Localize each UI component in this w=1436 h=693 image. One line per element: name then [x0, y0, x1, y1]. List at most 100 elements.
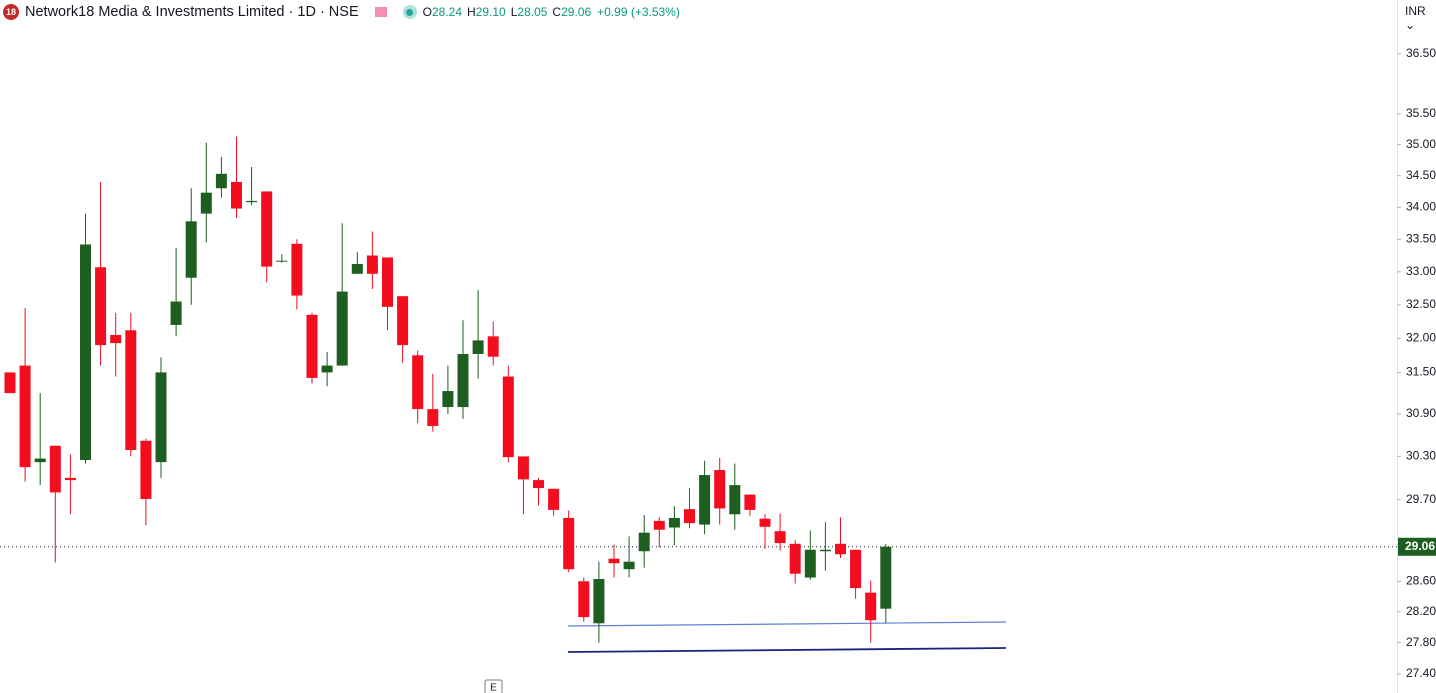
trend-line[interactable] — [567, 621, 1007, 627]
candle-body — [563, 517, 575, 570]
ohlc-value: 28.05 — [517, 5, 548, 19]
ohlc-item: L28.05 — [511, 5, 548, 19]
candle-body — [638, 532, 650, 552]
trend-line[interactable] — [567, 647, 1007, 653]
ohlc-label: C — [552, 5, 562, 19]
candle-body — [321, 365, 333, 373]
currency[interactable]: INR — [1405, 4, 1426, 18]
y-tick-label: 34.50 — [1406, 168, 1436, 182]
event-marker-box[interactable] — [484, 679, 503, 693]
ohlc-item: C29.06 — [552, 5, 591, 19]
candle-body — [140, 440, 152, 499]
y-tick-label: 27.80 — [1406, 635, 1436, 649]
y-tick-label: 33.50 — [1406, 231, 1436, 245]
y-tick-label: 30.30 — [1406, 449, 1436, 463]
candle-body — [548, 488, 560, 510]
candle-body — [714, 470, 726, 509]
candle-body — [880, 546, 892, 609]
legend-header: 18 Network18 Media & Investments Limited… — [3, 2, 680, 22]
candle-body — [427, 409, 439, 426]
candle-body — [668, 517, 680, 528]
candle-body — [412, 355, 424, 410]
candle-body — [744, 494, 756, 510]
y-tick-label: 31.50 — [1406, 365, 1436, 379]
y-tick-label: 36.50 — [1406, 46, 1436, 60]
ohlc-label: L — [510, 5, 518, 19]
candle-body — [125, 330, 137, 451]
candle-body — [759, 518, 771, 527]
candle-body — [684, 509, 695, 524]
candle-body — [593, 579, 605, 624]
candle-body — [261, 191, 273, 267]
candle-body — [774, 531, 786, 544]
candle-body — [366, 255, 378, 274]
candle-body — [442, 391, 454, 408]
candle-body — [306, 314, 318, 378]
ohlc-label: H — [467, 5, 476, 19]
candle-body — [291, 243, 303, 296]
ohlc-item: O28.24 — [423, 5, 462, 19]
candle-body — [110, 334, 122, 344]
candle-body — [49, 445, 61, 493]
candle-body — [336, 291, 348, 366]
candle-body — [457, 353, 469, 408]
candle-body — [699, 475, 711, 525]
candle-body — [170, 301, 182, 325]
last-price-box — [1398, 537, 1436, 556]
y-tick-label: 33.00 — [1406, 264, 1436, 278]
candle-body — [64, 477, 76, 481]
candle-body — [517, 456, 529, 480]
candle-body — [533, 480, 544, 489]
y-tick-label: 32.50 — [1406, 297, 1436, 311]
candle-body — [4, 372, 16, 394]
ohlc-values: O28.24 H29.10 L28.05 C29.06 — [423, 5, 592, 19]
candle-body — [246, 200, 258, 203]
y-tick-label: 28.20 — [1406, 604, 1436, 618]
price-change: +0.99 (+3.53%) — [597, 5, 680, 19]
candle-body — [231, 181, 242, 209]
symbol-logo: 18 — [3, 4, 19, 20]
currency-selector[interactable]: INR ⌄ — [1405, 4, 1426, 32]
event-marker[interactable]: E — [490, 683, 497, 693]
status-icon[interactable] — [402, 5, 417, 19]
candle-body — [789, 543, 801, 574]
ohlc-value: 29.06 — [561, 5, 592, 19]
y-tick-label: 27.40 — [1406, 666, 1436, 680]
ohlc-item: H29.10 — [467, 5, 506, 19]
ohlc-value: 28.24 — [431, 5, 462, 19]
y-tick-label: 35.00 — [1406, 137, 1436, 151]
y-tick-label: 30.90 — [1406, 406, 1436, 420]
candle-body — [382, 257, 393, 307]
candle-body — [653, 520, 665, 530]
candle-body — [835, 543, 846, 555]
candle-body — [729, 485, 741, 515]
candle-body — [215, 173, 227, 189]
candle-body — [351, 263, 363, 274]
y-tick-label: 35.50 — [1406, 106, 1436, 120]
candle-body — [155, 372, 167, 463]
candle-body — [19, 365, 31, 468]
candle-body — [850, 549, 862, 589]
last-price-label: 29.06 — [1405, 539, 1435, 553]
candle-body — [200, 192, 212, 214]
y-tick-label: 29.70 — [1406, 492, 1436, 506]
candle-body — [819, 549, 831, 552]
candle-body — [502, 376, 514, 458]
symbol-title[interactable]: Network18 Media & Investments Limited · … — [25, 4, 359, 20]
candle-body — [80, 244, 91, 460]
candle-body — [472, 340, 484, 354]
candle-body — [95, 267, 107, 346]
candle-body — [487, 336, 499, 357]
flag-icon[interactable] — [374, 7, 387, 17]
candle-body — [578, 581, 590, 618]
ohlc-value: 29.10 — [475, 5, 506, 19]
candle-body — [185, 221, 197, 278]
candle-body — [865, 592, 877, 621]
candle-body — [608, 558, 620, 564]
y-tick-label: 32.00 — [1406, 331, 1436, 345]
candle-body — [804, 549, 816, 578]
candle-body — [34, 458, 46, 463]
y-tick-label: 34.00 — [1406, 199, 1436, 213]
